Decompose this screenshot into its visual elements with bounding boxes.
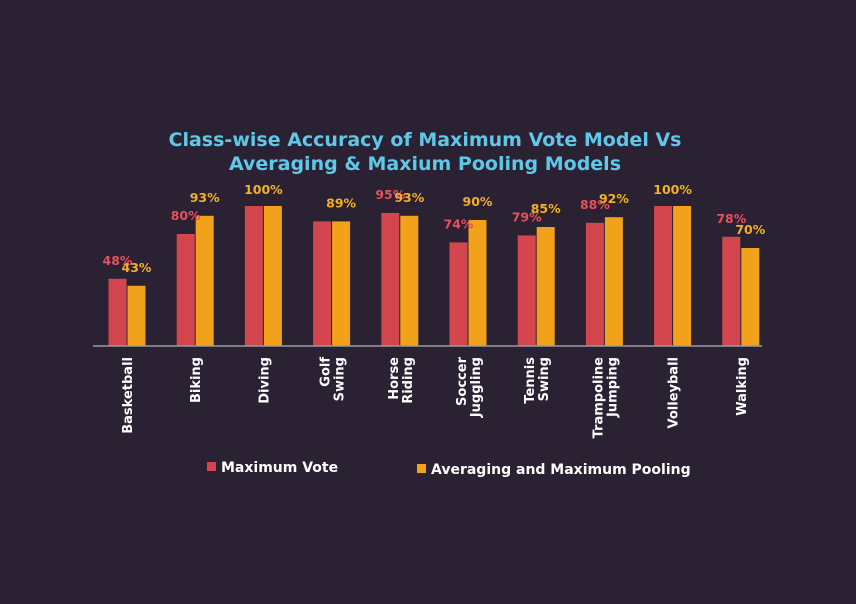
value-label-basketball-maximum-vote: 48% [103, 253, 133, 268]
bars-group [108, 206, 760, 346]
value-label-golf-swing-averaging-and-maximum-pooling: 89% [326, 195, 356, 210]
x-tick-labels-group: Basketball Biking Diving Golf Swing Horse Ridi… [121, 356, 750, 438]
value-label-basketball-averaging-and-maximum-pooling: 43% [122, 260, 152, 275]
bar-walking-maximum-vote [722, 236, 741, 346]
x-tick-label-soccer-juggling-line-2: Juggling [469, 357, 484, 418]
x-tick-label-soccer-juggling-line-1: Soccer [455, 356, 470, 406]
bar-basketball-averaging-and-maximum-pooling [127, 285, 146, 346]
value-label-tennis-swing-maximum-vote: 79% [512, 209, 542, 224]
bar-volleyball-maximum-vote [654, 206, 673, 346]
bar-soccer-juggling-averaging-and-maximum-pooling [468, 220, 487, 346]
value-label-trampoline-jumping-averaging-and-maximum-pooling: 92% [599, 191, 629, 206]
bar-tennis-swing-averaging-and-maximum-pooling [536, 227, 555, 346]
value-label-tennis-swing-averaging-and-maximum-pooling: 85% [531, 201, 561, 216]
chart-title-line-2: Averaging & Maxium Pooling Models [229, 153, 621, 175]
bar-golf-swing-maximum-vote [313, 221, 332, 346]
bar-golf-swing-averaging-and-maximum-pooling [332, 221, 351, 346]
x-tick-label-trampoline-jumping-line-1: Trampoline [591, 357, 606, 439]
x-tick-label-horse-riding-line-2: Riding [401, 357, 416, 404]
chart-title: Class-wise Accuracy of Maximum Vote Mode… [169, 129, 682, 175]
bar-trampoline-jumping-averaging-and-maximum-pooling [604, 217, 623, 346]
bar-horse-riding-averaging-and-maximum-pooling [400, 215, 419, 346]
bar-soccer-juggling-maximum-vote [449, 242, 468, 346]
x-tick-label-golf-swing-line-1: Golf [319, 357, 334, 387]
x-tick-label-walking: Walking [735, 357, 750, 416]
value-labels-group: 48%43%80%93%100%89%95%93%74%90%79%85% 88%… [103, 182, 766, 275]
legend-label-averaging-and-maximum-pooling: Averaging and Maximum Pooling [431, 462, 691, 478]
x-tick-label-tennis-swing-line-1: Tennis [523, 357, 538, 404]
bar-volleyball-averaging-and-maximum-pooling [673, 206, 692, 346]
x-tick-label-golf-swing-line-2: Swing [333, 357, 348, 401]
legend-swatch-maximum-vote [207, 462, 216, 471]
chart-title-line-1: Class-wise Accuracy of Maximum Vote Mode… [169, 129, 682, 151]
bar-walking-averaging-and-maximum-pooling [741, 248, 760, 346]
bar-horse-riding-maximum-vote [381, 213, 400, 346]
x-tick-label-horse-riding-line-1: Horse [387, 357, 402, 400]
bar-diving-averaging-and-maximum-pooling [263, 206, 282, 346]
bar-biking-averaging-and-maximum-pooling [195, 215, 214, 346]
bar-biking-maximum-vote [176, 234, 195, 346]
legend: Maximum Vote Averaging and Maximum Pooli… [207, 460, 691, 478]
value-label-biking-averaging-and-maximum-pooling: 93% [190, 190, 220, 205]
x-tick-label-biking: Biking [189, 357, 204, 403]
bar-basketball-maximum-vote [108, 278, 127, 346]
value-label-soccer-juggling-averaging-and-maximum-pooling: 90% [463, 194, 493, 209]
legend-label-maximum-vote: Maximum Vote [221, 460, 338, 476]
x-tick-label-diving: Diving [257, 357, 272, 404]
x-tick-label-basketball: Basketball [121, 357, 136, 434]
x-tick-label-trampoline-jumping-line-2: Jumping [605, 357, 620, 418]
value-label-soccer-juggling-maximum-vote: 74% [444, 216, 474, 231]
x-tick-label-tennis-swing-line-2: Swing [537, 357, 552, 401]
value-label-biking-maximum-vote: 80% [171, 208, 201, 223]
value-label-trampoline-jumping-maximum-vote: 88% [580, 197, 610, 212]
bar-diving-maximum-vote [244, 206, 263, 346]
x-tick-label-volleyball: Volleyball [667, 357, 682, 428]
value-label-walking-averaging-and-maximum-pooling: 70% [735, 222, 765, 237]
value-label-horse-riding-maximum-vote: 95% [375, 187, 405, 202]
bar-tennis-swing-maximum-vote [517, 235, 536, 346]
value-label-diving-shared: 100% [244, 182, 283, 197]
value-label-horse-riding-averaging-and-maximum-pooling: 93% [394, 190, 424, 205]
legend-swatch-averaging-and-maximum-pooling [417, 464, 426, 473]
bar-trampoline-jumping-maximum-vote [585, 222, 604, 346]
value-label-volleyball-shared: 100% [653, 182, 692, 197]
value-label-walking-maximum-vote: 78% [716, 211, 746, 226]
